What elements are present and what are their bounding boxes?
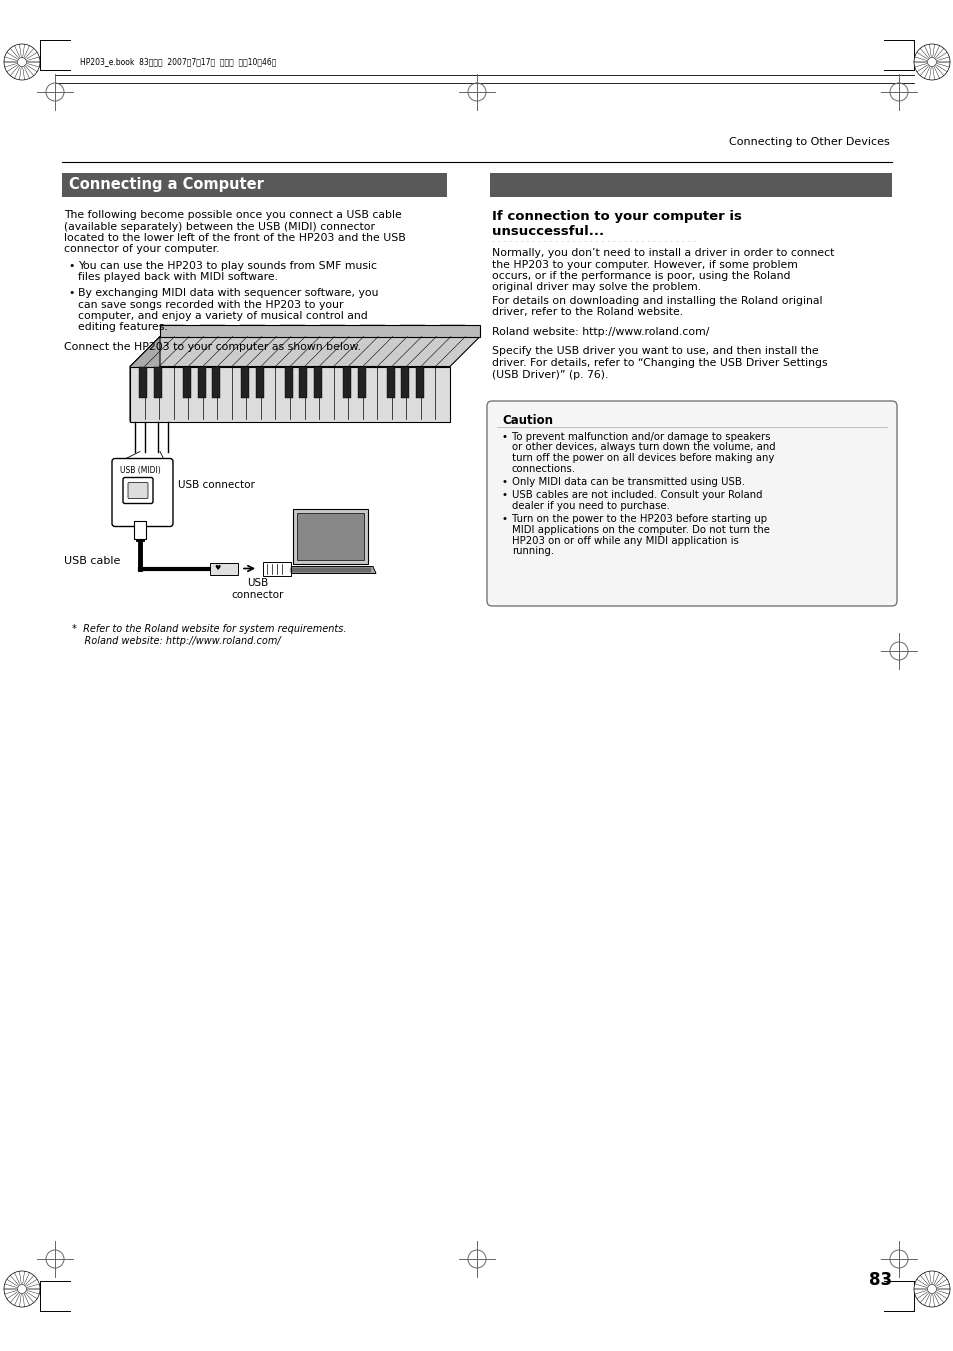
- Text: USB cable: USB cable: [64, 557, 120, 566]
- Text: Computer: Computer: [295, 531, 355, 543]
- Polygon shape: [212, 366, 220, 399]
- Text: (USB Driver)” (p. 76).: (USB Driver)” (p. 76).: [492, 370, 608, 380]
- Polygon shape: [386, 366, 395, 399]
- Text: 83: 83: [868, 1271, 891, 1289]
- Text: Caution: Caution: [501, 413, 553, 427]
- Polygon shape: [255, 366, 264, 399]
- Polygon shape: [130, 366, 450, 422]
- FancyBboxPatch shape: [263, 562, 291, 576]
- Polygon shape: [139, 366, 148, 399]
- Text: MIDI applications on the computer. Do not turn the: MIDI applications on the computer. Do no…: [512, 526, 769, 535]
- Text: driver, refer to the Roland website.: driver, refer to the Roland website.: [492, 308, 682, 317]
- Text: files played back with MIDI software.: files played back with MIDI software.: [78, 273, 277, 282]
- FancyBboxPatch shape: [490, 173, 891, 197]
- Text: HP203_e.book  83ページ  2007年7月17日  火曜日  午前10晈46分: HP203_e.book 83ページ 2007年7月17日 火曜日 午前10晈4…: [80, 57, 276, 66]
- Text: USB connector: USB connector: [178, 480, 254, 489]
- Text: •: •: [501, 515, 507, 524]
- Text: For details on downloading and installing the Roland original: For details on downloading and installin…: [492, 296, 821, 305]
- Polygon shape: [314, 366, 322, 399]
- Polygon shape: [357, 366, 365, 399]
- Text: USB: USB: [247, 578, 269, 589]
- Circle shape: [926, 1285, 936, 1293]
- Text: connector: connector: [232, 589, 284, 600]
- Text: located to the lower left of the front of the HP203 and the USB: located to the lower left of the front o…: [64, 232, 405, 243]
- Text: . . . . . . . . . . . . . . . . . . . . . . . . . . . . . . . . . . . .: . . . . . . . . . . . . . . . . . . . . …: [492, 235, 699, 245]
- Text: dealer if you need to purchase.: dealer if you need to purchase.: [512, 501, 669, 511]
- Text: The following become possible once you connect a USB cable: The following become possible once you c…: [64, 209, 401, 220]
- Polygon shape: [293, 508, 368, 563]
- Circle shape: [926, 58, 936, 66]
- Text: turn off the power on all devices before making any: turn off the power on all devices before…: [512, 453, 774, 463]
- Polygon shape: [160, 324, 479, 336]
- FancyBboxPatch shape: [123, 477, 152, 504]
- FancyBboxPatch shape: [134, 520, 147, 539]
- Polygon shape: [299, 366, 307, 399]
- Text: •: •: [501, 490, 507, 500]
- Text: editing features.: editing features.: [78, 323, 168, 332]
- Text: ♥: ♥: [214, 566, 221, 571]
- Text: Turn on the power to the HP203 before starting up: Turn on the power to the HP203 before st…: [512, 515, 766, 524]
- FancyBboxPatch shape: [210, 562, 237, 574]
- Text: •: •: [501, 432, 507, 442]
- Text: USB (MIDI): USB (MIDI): [120, 466, 161, 476]
- FancyBboxPatch shape: [112, 458, 172, 527]
- Text: Normally, you don’t need to install a driver in order to connect: Normally, you don’t need to install a dr…: [492, 249, 834, 258]
- Text: driver. For details, refer to “Changing the USB Driver Settings: driver. For details, refer to “Changing …: [492, 358, 827, 367]
- Text: or other devices, always turn down the volume, and: or other devices, always turn down the v…: [512, 443, 775, 453]
- Polygon shape: [416, 366, 423, 399]
- Text: occurs, or if the performance is poor, using the Roland: occurs, or if the performance is poor, u…: [492, 272, 790, 281]
- Text: To prevent malfunction and/or damage to speakers: To prevent malfunction and/or damage to …: [512, 432, 770, 442]
- Polygon shape: [241, 366, 249, 399]
- Text: If connection to your computer is: If connection to your computer is: [492, 209, 741, 223]
- Polygon shape: [343, 366, 351, 399]
- Circle shape: [913, 1271, 949, 1306]
- Text: •: •: [501, 477, 507, 486]
- Polygon shape: [130, 336, 479, 366]
- Polygon shape: [197, 366, 206, 399]
- Text: Connecting a Computer: Connecting a Computer: [69, 177, 264, 192]
- Text: Roland website: http://www.roland.com/: Roland website: http://www.roland.com/: [71, 635, 280, 646]
- FancyBboxPatch shape: [486, 401, 896, 607]
- Circle shape: [17, 1285, 27, 1293]
- Polygon shape: [401, 366, 409, 399]
- Circle shape: [913, 45, 949, 80]
- Polygon shape: [183, 366, 191, 399]
- Circle shape: [4, 1271, 40, 1306]
- Text: By exchanging MIDI data with sequencer software, you: By exchanging MIDI data with sequencer s…: [78, 288, 378, 299]
- Text: (available separately) between the USB (MIDI) connector: (available separately) between the USB (…: [64, 222, 375, 231]
- Text: computer, and enjoy a variety of musical control and: computer, and enjoy a variety of musical…: [78, 311, 367, 322]
- FancyBboxPatch shape: [128, 482, 148, 499]
- Text: •: •: [68, 261, 74, 272]
- Text: Specify the USB driver you want to use, and then install the: Specify the USB driver you want to use, …: [492, 346, 818, 357]
- Polygon shape: [153, 366, 162, 399]
- Circle shape: [4, 45, 40, 80]
- Polygon shape: [285, 366, 293, 399]
- Polygon shape: [130, 336, 160, 422]
- FancyBboxPatch shape: [62, 173, 447, 197]
- Circle shape: [17, 58, 27, 66]
- Polygon shape: [285, 566, 375, 574]
- Text: running.: running.: [512, 546, 554, 557]
- Text: unsuccessful...: unsuccessful...: [492, 226, 603, 238]
- Text: HP203 on or off while any MIDI application is: HP203 on or off while any MIDI applicati…: [512, 535, 739, 546]
- Text: •: •: [68, 288, 74, 299]
- Text: connections.: connections.: [512, 463, 576, 473]
- Text: Connecting to Other Devices: Connecting to Other Devices: [728, 136, 889, 147]
- Text: Roland website: http://www.roland.com/: Roland website: http://www.roland.com/: [492, 327, 709, 336]
- Text: USB cables are not included. Consult your Roland: USB cables are not included. Consult you…: [512, 490, 761, 500]
- FancyBboxPatch shape: [296, 512, 364, 559]
- Text: can save songs recorded with the HP203 to your: can save songs recorded with the HP203 t…: [78, 300, 343, 309]
- Text: *  Refer to the Roland website for system requirements.: * Refer to the Roland website for system…: [71, 624, 346, 634]
- Text: original driver may solve the problem.: original driver may solve the problem.: [492, 282, 700, 293]
- Text: Connect the HP203 to your computer as shown below.: Connect the HP203 to your computer as sh…: [64, 342, 360, 353]
- Text: Only MIDI data can be transmitted using USB.: Only MIDI data can be transmitted using …: [512, 477, 744, 486]
- Text: the HP203 to your computer. However, if some problem: the HP203 to your computer. However, if …: [492, 259, 797, 269]
- Text: connector of your computer.: connector of your computer.: [64, 245, 219, 254]
- Text: You can use the HP203 to play sounds from SMF music: You can use the HP203 to play sounds fro…: [78, 261, 376, 272]
